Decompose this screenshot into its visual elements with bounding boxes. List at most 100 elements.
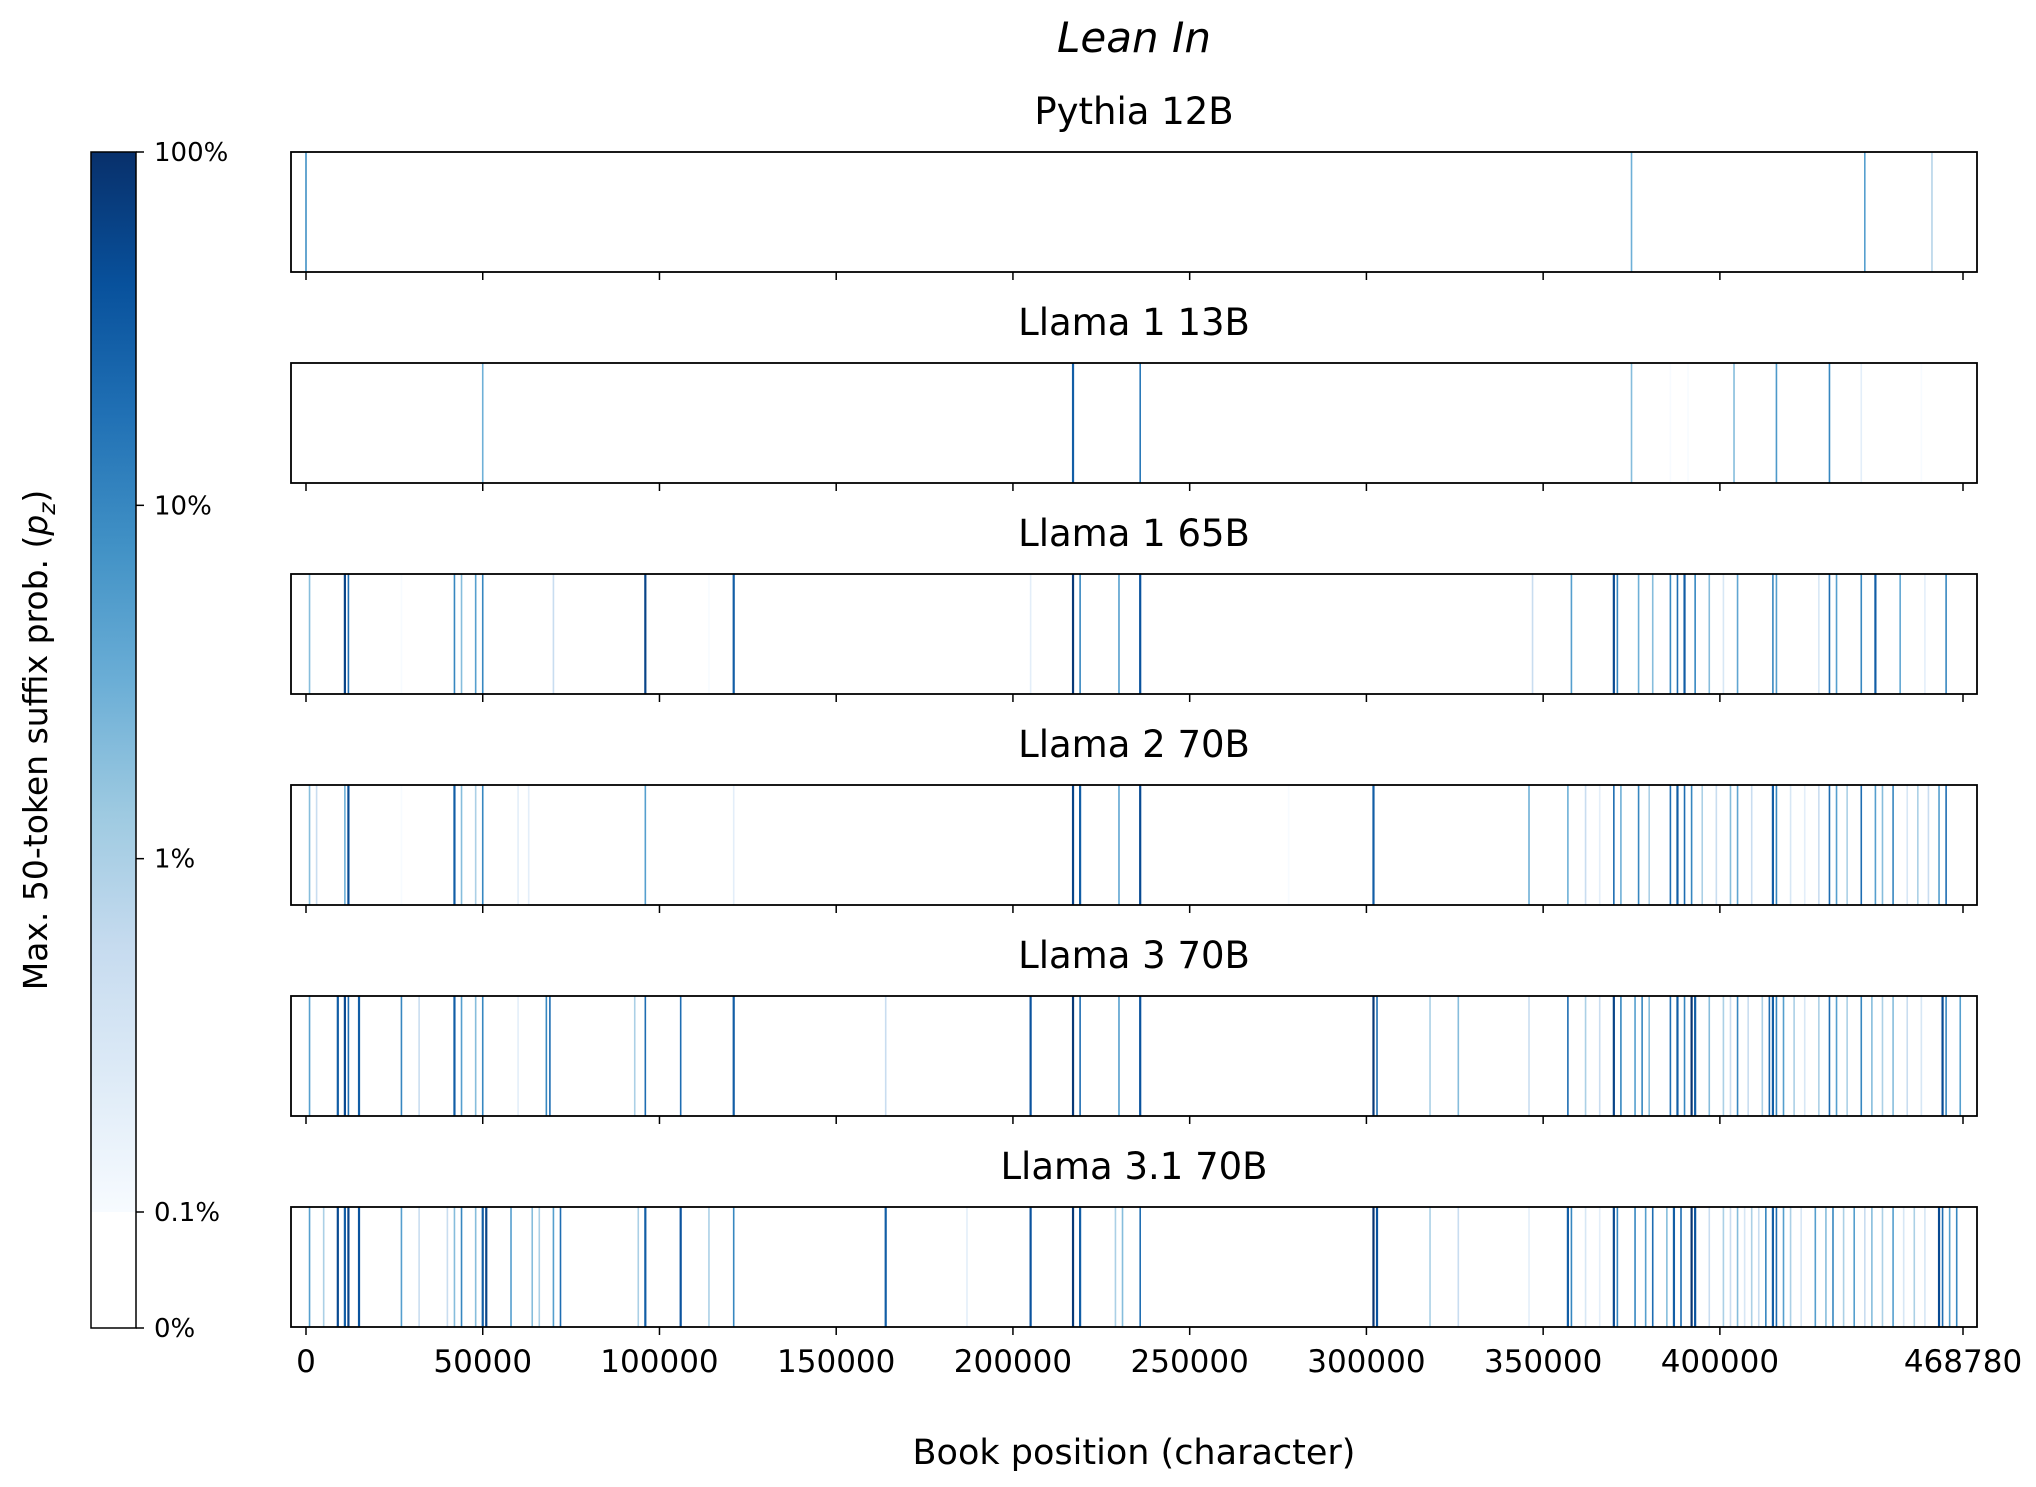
memorization-band bbox=[1584, 785, 1587, 905]
memorization-band bbox=[357, 996, 361, 1116]
memorization-band bbox=[1828, 574, 1831, 694]
memorization-band bbox=[1871, 996, 1873, 1116]
memorization-band bbox=[708, 1207, 710, 1327]
memorization-band bbox=[1800, 1207, 1802, 1327]
memorization-band bbox=[1920, 363, 1923, 483]
memorization-band bbox=[1567, 785, 1569, 905]
panel-title: Llama 1 13B bbox=[1018, 301, 1250, 344]
memorization-band bbox=[481, 996, 484, 1116]
memorization-band bbox=[1924, 574, 1926, 694]
memorization-band bbox=[1892, 1207, 1894, 1327]
colorbar-tick-label: 0% bbox=[154, 1314, 195, 1344]
memorization-band bbox=[1775, 996, 1778, 1116]
panel: Llama 3.1 70B bbox=[290, 1145, 1978, 1335]
memorization-band bbox=[1818, 574, 1820, 694]
memorization-band bbox=[1828, 363, 1831, 483]
memorization-band bbox=[1139, 996, 1142, 1116]
memorization-band bbox=[1079, 1207, 1082, 1327]
memorization-band bbox=[460, 1207, 463, 1327]
memorization-band bbox=[1071, 1207, 1075, 1327]
memorization-band bbox=[400, 996, 403, 1116]
colorbar-tick-label: 100% bbox=[154, 138, 228, 168]
memorization-band bbox=[1948, 1207, 1951, 1327]
panel-frame bbox=[290, 151, 1978, 273]
memorization-band bbox=[1584, 996, 1587, 1116]
memorization-band bbox=[481, 1207, 484, 1327]
memorization-band bbox=[1729, 785, 1732, 905]
memorization-band bbox=[1457, 1207, 1460, 1327]
memorization-band bbox=[1630, 152, 1633, 272]
x-tick-label: 0 bbox=[296, 1344, 316, 1380]
memorization-band bbox=[1651, 1207, 1654, 1327]
colorbar-gradient-bar bbox=[91, 152, 136, 1212]
x-tick-label: 200000 bbox=[954, 1344, 1072, 1380]
memorization-band bbox=[1938, 785, 1940, 905]
memorization-band bbox=[644, 785, 647, 905]
memorization-band bbox=[1927, 785, 1930, 905]
memorization-band bbox=[1372, 785, 1375, 905]
memorization-band bbox=[1528, 785, 1530, 905]
panel-frame bbox=[290, 573, 1978, 695]
memorization-band bbox=[1634, 1207, 1636, 1327]
memorization-band bbox=[732, 785, 735, 905]
panel-frame bbox=[290, 995, 1978, 1117]
memorization-band bbox=[1528, 996, 1530, 1116]
memorization-band bbox=[1676, 574, 1679, 694]
x-axis-label: Book position (character) bbox=[913, 1433, 1356, 1473]
panel-background bbox=[291, 363, 1977, 483]
memorization-band bbox=[315, 785, 318, 905]
memorization-band bbox=[545, 996, 548, 1116]
memorization-band bbox=[1457, 996, 1460, 1116]
memorization-band bbox=[1648, 996, 1650, 1116]
memorization-band bbox=[1828, 785, 1831, 905]
memorization-band bbox=[1690, 1207, 1693, 1327]
memorization-band bbox=[1429, 996, 1431, 1116]
panel: Pythia 12B bbox=[290, 90, 1978, 280]
memorization-band bbox=[1736, 785, 1739, 905]
memorization-band bbox=[1945, 996, 1947, 1116]
memorization-band bbox=[1634, 996, 1636, 1116]
colorbar-label-suffix: ) bbox=[16, 490, 55, 503]
memorization-band bbox=[481, 363, 484, 483]
memorization-band bbox=[1874, 785, 1877, 905]
colorbar-ticks: 100% 10% 1% 0.1% 0% bbox=[136, 138, 228, 1344]
memorization-band bbox=[1114, 1207, 1117, 1327]
memorization-band bbox=[1616, 1207, 1619, 1327]
memorization-band bbox=[1733, 363, 1735, 483]
memorization-band bbox=[357, 1207, 361, 1327]
memorization-band bbox=[1945, 785, 1947, 905]
memorization-band bbox=[1375, 1207, 1379, 1327]
memorization-band bbox=[1644, 1207, 1647, 1327]
memorization-band bbox=[344, 785, 346, 905]
memorization-band bbox=[1071, 785, 1075, 905]
memorization-band bbox=[400, 574, 403, 694]
memorization-band bbox=[1429, 1207, 1431, 1327]
memorization-band bbox=[453, 574, 456, 694]
memorization-band bbox=[1846, 996, 1848, 1116]
memorization-band bbox=[1803, 785, 1806, 905]
memorization-band bbox=[1683, 785, 1686, 905]
colorbar-label-symbol: p bbox=[16, 515, 55, 537]
memorization-band bbox=[1892, 996, 1894, 1116]
memorization-band bbox=[1669, 996, 1672, 1116]
memorization-band bbox=[1906, 996, 1909, 1116]
memorization-band bbox=[633, 996, 636, 1116]
memorization-band bbox=[1874, 574, 1877, 694]
colorbar-frame bbox=[90, 151, 137, 1329]
memorization-band bbox=[1694, 1207, 1697, 1327]
memorization-band bbox=[1079, 574, 1081, 694]
memorization-band bbox=[1620, 785, 1622, 905]
memorization-band bbox=[1941, 996, 1944, 1116]
colorbar-label-subscript: z bbox=[35, 502, 61, 516]
memorization-band bbox=[1853, 1207, 1856, 1327]
x-tick-label: 50000 bbox=[433, 1344, 532, 1380]
memorization-band bbox=[1881, 1207, 1884, 1327]
memorization-band bbox=[1669, 785, 1672, 905]
memorization-band bbox=[1899, 574, 1901, 694]
memorization-band bbox=[1139, 785, 1142, 905]
memorization-band bbox=[1775, 1207, 1778, 1327]
panel-title: Llama 3 70B bbox=[1018, 934, 1250, 977]
x-tick-label: 250000 bbox=[1131, 1344, 1249, 1380]
colorbar-tick-label: 1% bbox=[154, 845, 195, 875]
memorization-band bbox=[1079, 996, 1081, 1116]
